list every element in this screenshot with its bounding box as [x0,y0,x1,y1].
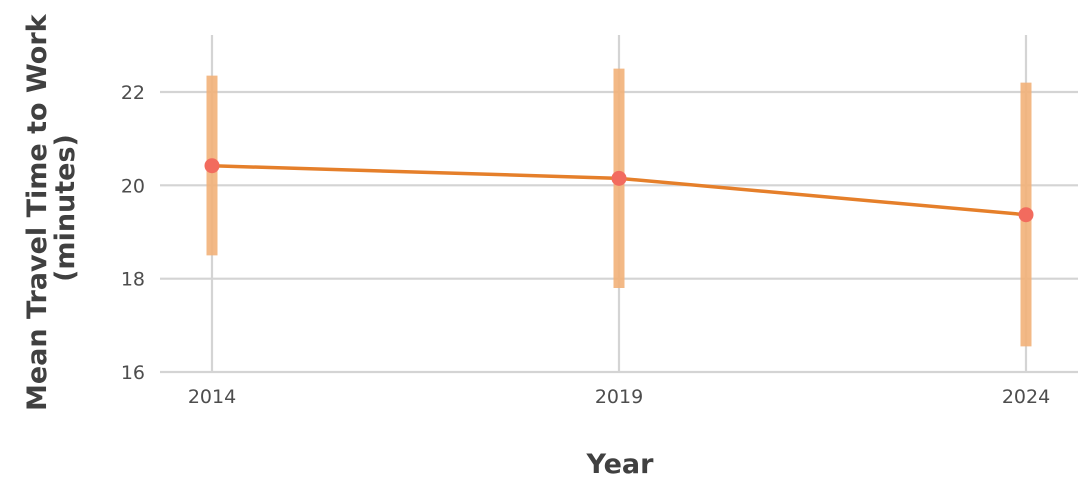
data-point-2014 [204,158,220,174]
x-tick-label-2019: 2019 [595,386,643,408]
y-tick-label-20: 20 [121,175,145,197]
x-axis-title: Year [586,449,655,478]
y-tick-label-18: 18 [121,269,145,291]
y-axis-title: Mean Travel Time to Work (minutes) [22,5,81,411]
series-group [204,158,1034,223]
x-tick-label-2014: 2014 [188,386,236,408]
data-point-2024 [1018,207,1034,223]
y-axis-title-line-1: Mean Travel Time to Work [22,13,53,411]
data-point-2019 [611,170,627,186]
tick-labels: 16 18 20 22 2014 2019 2024 [121,82,1050,408]
y-tick-label-16: 16 [121,362,145,384]
y-axis-title-line-2: (minutes) [50,134,81,282]
y-tick-label-22: 22 [121,82,145,104]
x-tick-label-2024: 2024 [1002,386,1050,408]
